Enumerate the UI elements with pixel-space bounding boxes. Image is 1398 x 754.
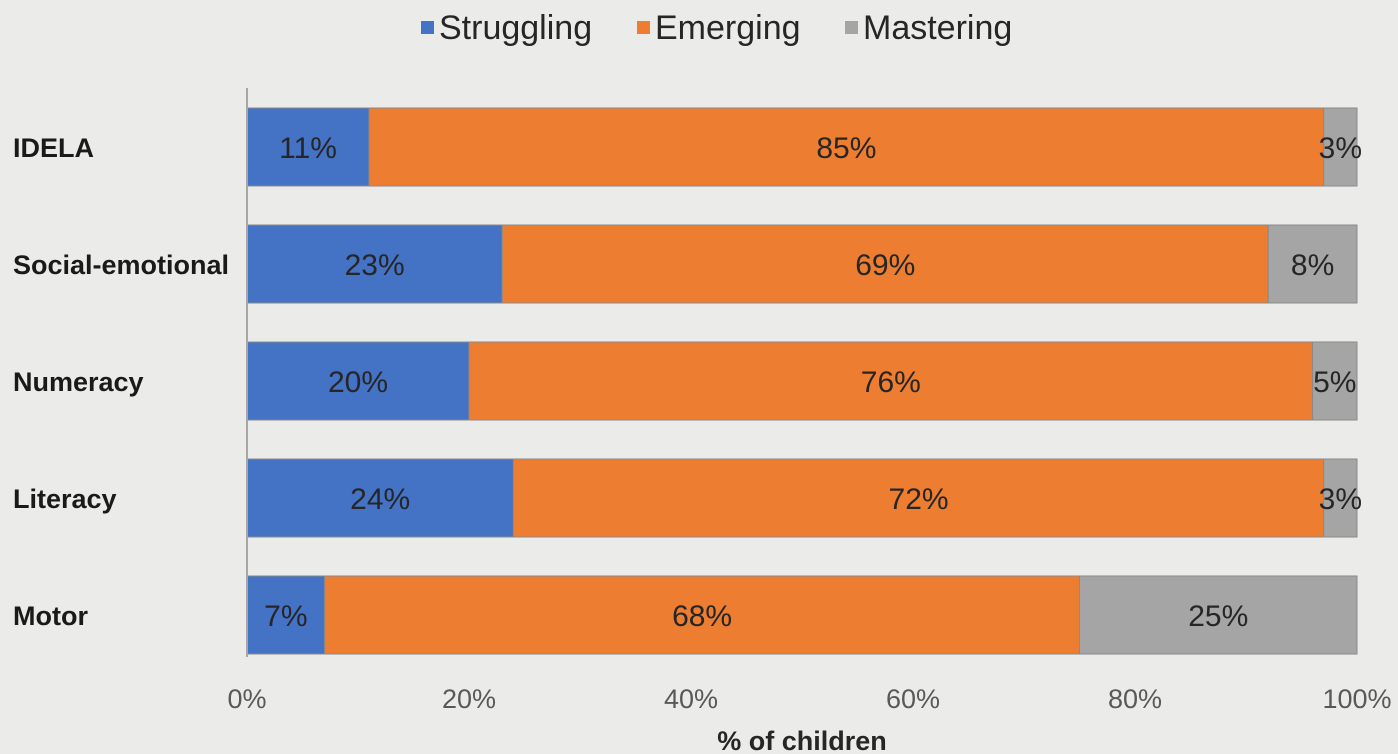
data-label-literacy-struggling: 24% <box>350 483 410 516</box>
data-label-numeracy-emerging: 76% <box>861 366 921 399</box>
x-axis-title: % of children <box>717 726 887 754</box>
x-tick-label: 100% <box>1322 684 1391 714</box>
data-label-literacy-emerging: 72% <box>889 483 949 516</box>
bar-social-emotional-struggling <box>246 224 503 304</box>
x-tick-label: 40% <box>664 684 718 714</box>
bar-numeracy-emerging <box>468 341 1314 421</box>
legend-label-emerging: Emerging <box>655 9 801 47</box>
data-label-social-emotional-struggling: 23% <box>345 249 405 282</box>
data-label-literacy-mastering: 3% <box>1319 483 1362 516</box>
legend-swatch-emerging <box>637 21 650 34</box>
x-tick-label: 80% <box>1108 684 1162 714</box>
data-label-numeracy-struggling: 20% <box>328 366 388 399</box>
data-label-idela-struggling: 11% <box>279 132 337 165</box>
data-label-motor-emerging: 68% <box>672 600 732 633</box>
category-label-motor: Motor <box>13 601 88 631</box>
bar-idela-struggling <box>246 107 370 187</box>
data-label-motor-struggling: 7% <box>264 600 307 633</box>
data-label-numeracy-mastering: 5% <box>1313 366 1356 399</box>
bar-motor-emerging <box>324 575 1080 655</box>
data-label-idela-mastering: 3% <box>1319 132 1362 165</box>
legend-swatch-struggling <box>421 21 434 34</box>
data-label-idela-emerging: 85% <box>816 132 876 165</box>
bar-numeracy-mastering <box>1312 341 1358 421</box>
bar-motor-mastering <box>1079 575 1358 655</box>
bar-social-emotional-mastering <box>1267 224 1358 304</box>
bar-numeracy-struggling <box>246 341 470 421</box>
category-label-literacy: Literacy <box>13 484 117 514</box>
plot-area: 11% 85% 3% IDELA 23% 69% 8% Social-emotional 20%… <box>13 107 1362 655</box>
category-label-idela: IDELA <box>13 133 94 163</box>
legend-label-mastering: Mastering <box>863 9 1012 47</box>
bar-social-emotional-emerging <box>501 224 1269 304</box>
data-label-social-emotional-emerging: 69% <box>855 249 915 282</box>
legend-swatch-mastering <box>845 21 858 34</box>
x-tick-label: 60% <box>886 684 940 714</box>
legend-label-struggling: Struggling <box>439 9 592 47</box>
data-label-motor-mastering: 25% <box>1188 600 1248 633</box>
bar-idela-mastering <box>1323 107 1358 187</box>
bar-motor-struggling <box>246 575 326 655</box>
x-tick-label: 0% <box>227 684 266 714</box>
axes: 0% 20% 40% 60% 80% 100% % of children <box>227 88 1392 754</box>
x-tick-label: 20% <box>442 684 496 714</box>
bar-literacy-mastering <box>1323 458 1358 538</box>
category-label-numeracy: Numeracy <box>13 367 144 397</box>
bar-idela-emerging <box>368 107 1325 187</box>
bar-literacy-struggling <box>246 458 514 538</box>
data-label-social-emotional-mastering: 8% <box>1291 249 1334 282</box>
legend: Struggling Emerging Mastering <box>421 9 1012 47</box>
category-label-social-emotional: Social-emotional <box>13 250 229 280</box>
